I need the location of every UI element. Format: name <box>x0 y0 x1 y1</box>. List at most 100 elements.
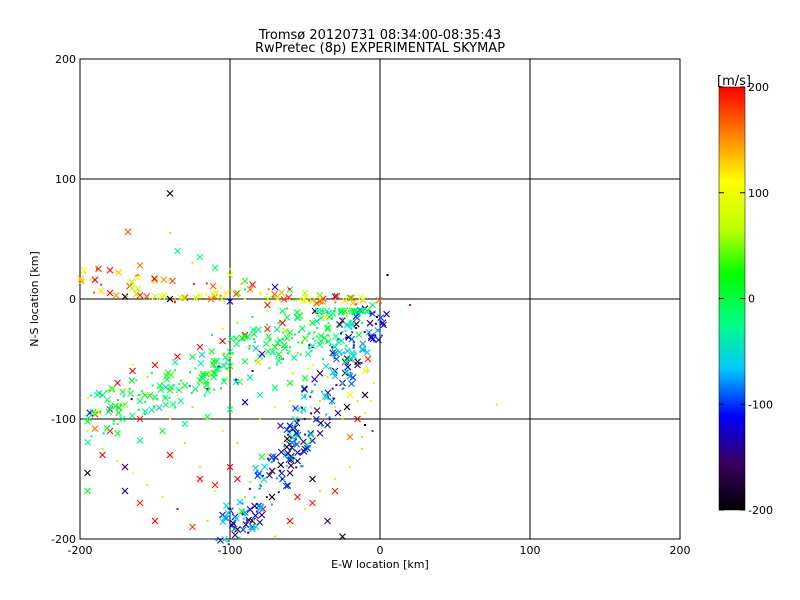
data-point-dot <box>293 299 296 302</box>
data-point-dot <box>311 389 314 392</box>
y-tick-label: -100 <box>51 413 76 426</box>
data-point-dot <box>341 330 344 333</box>
data-point-dot <box>255 510 258 513</box>
data-point-x <box>174 247 181 255</box>
data-point-dot <box>320 313 323 316</box>
data-point-dot <box>93 291 96 294</box>
data-point-x <box>103 424 111 432</box>
data-point-dot <box>268 346 271 349</box>
data-point-dot <box>286 307 288 310</box>
data-point-dot <box>125 295 128 298</box>
data-point-dot <box>123 403 126 406</box>
data-point-x <box>271 343 279 351</box>
data-point-dot <box>276 363 279 366</box>
data-point-x <box>224 509 232 517</box>
data-point-dot <box>314 339 317 342</box>
data-point-x <box>89 408 97 416</box>
data-point-x <box>136 397 144 405</box>
data-point-dot <box>294 333 297 336</box>
colorbar-label: [m/s] <box>717 74 751 89</box>
data-point-dot <box>229 268 231 270</box>
data-point-dot <box>361 436 363 438</box>
data-point-dot <box>274 295 276 298</box>
data-point-dot <box>301 385 304 388</box>
data-point-dot <box>311 346 314 348</box>
data-point-dot <box>225 367 228 370</box>
data-point-dot <box>188 384 191 387</box>
data-point-dot <box>370 400 372 402</box>
colorbar-tick-label: 200 <box>748 81 769 94</box>
data-point-dot <box>241 512 244 515</box>
data-point-dot <box>203 394 206 397</box>
data-point-dot <box>130 398 133 401</box>
data-point-dot <box>144 413 147 416</box>
data-point-dot <box>266 454 269 456</box>
data-point-dot <box>248 347 251 350</box>
data-point-dot <box>122 395 125 398</box>
data-point-dot <box>86 430 89 432</box>
data-point-x <box>112 291 120 299</box>
data-point-dot <box>178 383 181 386</box>
data-point-x <box>119 415 126 423</box>
data-point-x <box>285 293 293 301</box>
data-point-dot <box>180 379 183 382</box>
data-point-x <box>294 314 301 322</box>
data-point-dot <box>229 508 231 510</box>
data-point-dot <box>169 418 171 420</box>
data-point-x <box>244 333 252 341</box>
data-point-x <box>322 362 330 370</box>
data-point-x <box>129 367 136 375</box>
data-point-x <box>301 335 309 342</box>
data-point-x <box>91 276 99 284</box>
data-point-x <box>222 502 230 510</box>
data-point-x <box>246 373 254 381</box>
data-point-x <box>162 383 170 391</box>
data-point-x <box>223 514 230 522</box>
data-point-x <box>379 319 387 327</box>
data-point-dot <box>168 396 171 399</box>
data-point-dot <box>234 378 237 381</box>
data-point-x <box>316 370 324 377</box>
data-point-dot <box>289 432 292 435</box>
data-point-dot <box>287 430 290 433</box>
data-point-x <box>380 321 387 329</box>
data-point-dot <box>140 390 143 393</box>
data-point-dot <box>345 336 348 339</box>
data-point-x <box>369 310 376 317</box>
data-point-x <box>268 467 276 475</box>
data-point-dot <box>297 407 300 410</box>
data-point-dot <box>304 508 306 510</box>
data-point-dot <box>254 359 257 362</box>
data-point-x <box>292 429 300 437</box>
data-point-dot <box>138 296 141 299</box>
data-point-x <box>323 307 331 315</box>
data-point-dot <box>307 333 310 336</box>
data-point-dot <box>112 419 115 422</box>
data-point-x <box>277 422 284 430</box>
data-point-x <box>221 514 229 522</box>
data-point-dot <box>219 294 222 297</box>
data-point-x <box>308 297 316 305</box>
data-point-dot <box>308 331 311 334</box>
data-point-x <box>348 294 355 302</box>
data-point-x <box>289 439 296 447</box>
data-point-dot <box>315 419 318 422</box>
data-point-dot <box>223 378 226 381</box>
y-tick-label: -200 <box>51 533 76 546</box>
data-point-dot <box>361 448 363 450</box>
data-point-x <box>343 403 351 411</box>
data-point-dot <box>283 479 286 482</box>
data-point-dot <box>173 301 176 304</box>
data-point-dot <box>89 278 92 281</box>
data-point-dot <box>300 406 303 409</box>
data-point-dot <box>319 304 321 306</box>
data-point-dot <box>322 358 324 360</box>
data-point-x <box>151 277 159 285</box>
data-point-dot <box>252 338 255 341</box>
data-point-dot <box>105 390 108 393</box>
data-point-dot <box>331 346 334 349</box>
data-point-x <box>281 344 289 352</box>
data-point-dot <box>289 436 292 439</box>
data-point-x <box>348 307 356 315</box>
data-point-dot <box>310 406 313 409</box>
